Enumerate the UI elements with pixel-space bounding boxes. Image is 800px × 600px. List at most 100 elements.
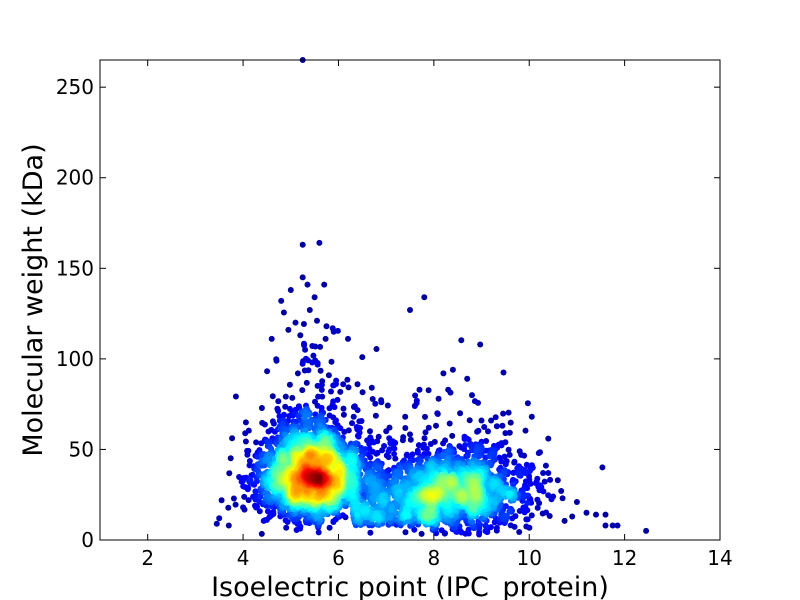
data-point bbox=[270, 420, 277, 427]
data-point bbox=[317, 343, 324, 350]
data-point bbox=[418, 530, 425, 537]
y-tick-label: 250 bbox=[56, 75, 94, 99]
x-tick-label: 8 bbox=[427, 546, 440, 570]
data-point bbox=[264, 508, 271, 515]
data-point bbox=[379, 473, 386, 480]
data-point bbox=[266, 514, 273, 521]
data-point bbox=[269, 393, 276, 400]
data-point bbox=[292, 319, 299, 326]
data-point bbox=[328, 388, 334, 395]
data-point bbox=[500, 410, 507, 417]
data-point bbox=[282, 403, 289, 410]
data-point bbox=[387, 440, 394, 447]
data-point bbox=[471, 485, 478, 492]
data-point bbox=[285, 326, 292, 333]
data-point bbox=[421, 294, 428, 301]
data-point bbox=[498, 458, 505, 465]
x-tick-label: 4 bbox=[237, 546, 250, 570]
data-point bbox=[373, 346, 380, 352]
data-point bbox=[366, 440, 373, 447]
y-tick-label: 100 bbox=[56, 347, 94, 371]
data-point bbox=[614, 522, 621, 529]
data-point bbox=[354, 432, 361, 439]
data-point bbox=[265, 456, 272, 463]
data-point bbox=[527, 468, 533, 474]
data-point bbox=[282, 393, 289, 400]
data-point bbox=[506, 508, 513, 515]
data-point bbox=[407, 436, 414, 443]
data-point bbox=[602, 522, 609, 529]
data-point bbox=[280, 456, 287, 463]
data-point bbox=[523, 523, 530, 530]
data-point bbox=[303, 379, 310, 386]
data-point bbox=[510, 469, 517, 476]
data-point bbox=[362, 507, 369, 514]
data-point bbox=[299, 241, 306, 248]
data-point bbox=[509, 515, 516, 522]
data-point bbox=[318, 381, 325, 388]
data-point bbox=[528, 512, 535, 519]
data-point bbox=[482, 528, 489, 534]
data-point bbox=[412, 392, 419, 399]
data-point bbox=[545, 435, 552, 442]
data-point bbox=[304, 281, 311, 288]
data-point bbox=[501, 453, 508, 460]
data-point bbox=[252, 488, 259, 495]
data-point bbox=[319, 393, 326, 400]
data-point bbox=[294, 370, 301, 377]
data-point bbox=[507, 419, 514, 426]
data-point bbox=[554, 477, 561, 484]
data-point bbox=[321, 281, 328, 288]
x-tick-label: 10 bbox=[517, 546, 542, 570]
data-point bbox=[477, 341, 484, 348]
data-point bbox=[425, 450, 432, 457]
data-point bbox=[301, 414, 308, 421]
data-point bbox=[345, 335, 351, 342]
data-point bbox=[559, 495, 566, 502]
data-point bbox=[402, 511, 409, 518]
data-point bbox=[299, 387, 306, 394]
data-point bbox=[422, 413, 428, 420]
data-point bbox=[345, 384, 352, 391]
data-point bbox=[433, 422, 439, 429]
data-point bbox=[505, 409, 512, 416]
y-tick-label: 150 bbox=[56, 256, 94, 280]
data-point bbox=[299, 274, 306, 281]
data-point bbox=[354, 381, 361, 388]
data-point bbox=[329, 325, 336, 332]
data-point bbox=[507, 522, 514, 529]
data-point bbox=[318, 386, 325, 393]
data-point bbox=[440, 370, 447, 377]
data-point bbox=[447, 479, 454, 486]
data-point bbox=[326, 412, 333, 419]
data-point bbox=[445, 386, 452, 393]
data-point bbox=[256, 498, 263, 505]
data-point bbox=[537, 482, 544, 489]
data-point bbox=[386, 446, 393, 453]
data-point bbox=[359, 354, 366, 361]
data-point bbox=[527, 480, 534, 487]
data-point bbox=[506, 429, 513, 436]
data-point bbox=[542, 462, 549, 469]
data-point bbox=[534, 496, 541, 503]
data-point bbox=[469, 447, 475, 454]
data-point bbox=[356, 418, 363, 425]
data-point bbox=[297, 332, 304, 339]
data-point bbox=[216, 515, 223, 522]
data-point bbox=[315, 529, 322, 536]
data-point bbox=[226, 470, 233, 477]
data-point bbox=[261, 421, 268, 428]
data-point bbox=[391, 451, 398, 457]
data-point bbox=[347, 459, 354, 466]
data-point bbox=[328, 358, 335, 365]
data-point bbox=[367, 529, 374, 536]
data-point bbox=[316, 239, 323, 246]
data-point bbox=[344, 376, 351, 383]
data-point bbox=[300, 321, 307, 327]
data-point bbox=[402, 529, 409, 536]
data-point bbox=[340, 411, 347, 418]
data-point bbox=[368, 384, 375, 391]
data-point bbox=[254, 453, 261, 460]
data-point bbox=[506, 451, 513, 458]
data-point bbox=[465, 526, 472, 533]
